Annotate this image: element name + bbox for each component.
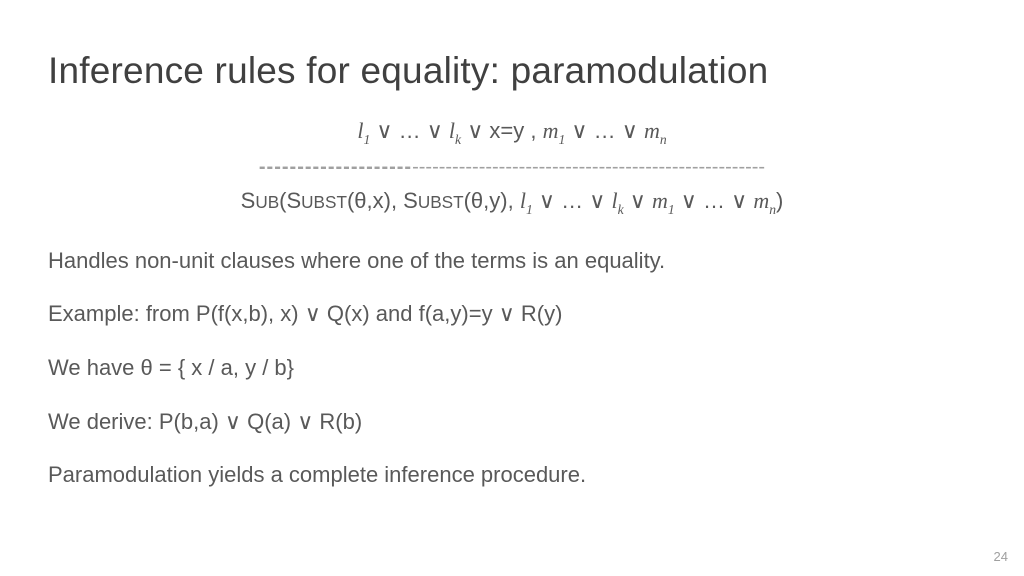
page-number: 24 (994, 549, 1008, 564)
sub-UB: UB (255, 192, 279, 212)
literal-m: m (543, 118, 559, 143)
sub-1: 1 (526, 202, 533, 217)
or-text: ∨ … ∨ (370, 118, 449, 143)
or-text: ∨ … ∨ (675, 188, 754, 213)
rule-divider: ----------------------------------------… (48, 152, 976, 182)
text-complete: Paramodulation yields a complete inferen… (48, 460, 976, 490)
close-paren: ) (776, 188, 783, 213)
theta-y: (θ,y), (464, 188, 520, 213)
slide-title: Inference rules for equality: paramodula… (48, 50, 976, 92)
sub-1: 1 (559, 132, 566, 147)
text-theta: We have θ = { x / a, y / b} (48, 353, 976, 383)
sub-k: k (618, 202, 624, 217)
literal-l: l (611, 188, 617, 213)
slide: Inference rules for equality: paramodula… (0, 0, 1024, 576)
subst-open: (S (279, 188, 301, 213)
sub-S: S (241, 188, 256, 213)
sub-k: k (455, 132, 461, 147)
line-thick: -------------------- (259, 156, 412, 178)
subst-UBST: UBST (301, 192, 347, 212)
or-text: ∨ (624, 188, 652, 213)
subst-UBST: UBST (418, 192, 464, 212)
literal-m: m (753, 188, 769, 213)
inference-rule: l1 ∨ … ∨ lk ∨ x=y , m1 ∨ … ∨ mn --------… (48, 114, 976, 220)
text-handles: Handles non-unit clauses where one of th… (48, 246, 976, 276)
sub-n: n (660, 132, 667, 147)
text-derive: We derive: P(b,a) ∨ Q(a) ∨ R(b) (48, 407, 976, 437)
sub-1: 1 (363, 132, 370, 147)
literal-m: m (652, 188, 668, 213)
sub-n: n (769, 202, 776, 217)
eq-text: ∨ x=y , (461, 118, 543, 143)
literal-m: m (644, 118, 660, 143)
or-text: ∨ … ∨ (565, 118, 644, 143)
or-text: ∨ … ∨ (533, 188, 612, 213)
line-thin: ----------------------------------------… (412, 156, 765, 178)
sub-1: 1 (668, 202, 675, 217)
text-example: Example: from P(f(x,b), x) ∨ Q(x) and f(… (48, 299, 976, 329)
rule-conclusion: SUB(SUBST(θ,x), SUBST(θ,y), l1 ∨ … ∨ lk … (48, 184, 976, 220)
theta-x: (θ,x), S (347, 188, 418, 213)
rule-premise: l1 ∨ … ∨ lk ∨ x=y , m1 ∨ … ∨ mn (48, 114, 976, 150)
